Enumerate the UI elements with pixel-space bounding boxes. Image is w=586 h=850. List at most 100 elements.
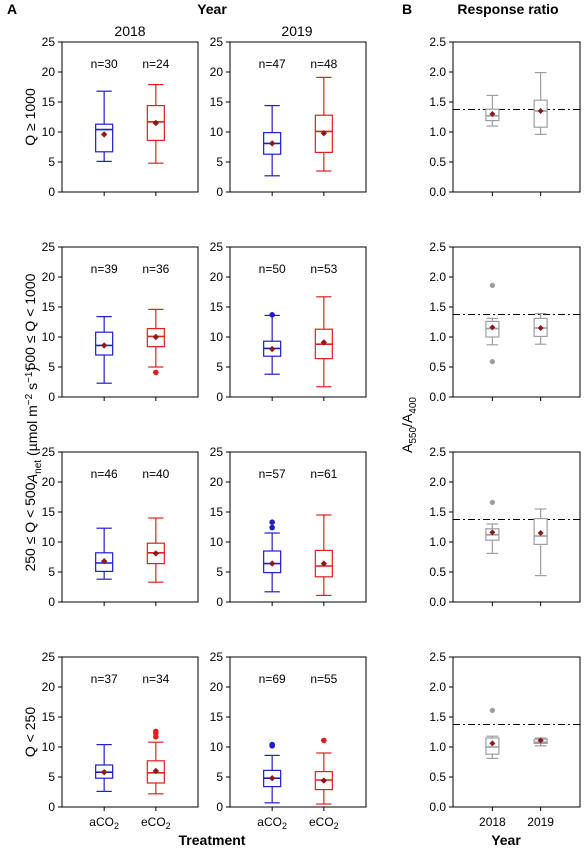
- y-tick-label: 1.5: [429, 300, 446, 314]
- y-tick-label: 0.0: [429, 800, 446, 814]
- year-header: Year: [197, 1, 227, 17]
- mean-marker: [152, 767, 160, 775]
- y-tick-label: 20: [42, 65, 56, 79]
- panel-frame: [229, 41, 367, 193]
- y-tick-label: 25: [210, 35, 224, 49]
- n-label: n=36: [142, 262, 169, 276]
- mean-marker: [268, 345, 276, 353]
- y-tick-label: 10: [210, 125, 224, 139]
- y-tick-label: 15: [210, 95, 224, 109]
- n-label: n=47: [259, 57, 286, 71]
- row-label: Q < 250: [22, 707, 38, 757]
- y-tick-label: 5: [216, 360, 223, 374]
- panel-frame: [229, 656, 367, 808]
- y-tick-label: 5: [48, 360, 55, 374]
- outlier-point: [153, 728, 159, 735]
- ratio-axis-label: A550/A400: [399, 397, 419, 453]
- outlier-point: [269, 524, 275, 531]
- mean-marker: [320, 130, 328, 137]
- y-tick-label: 1.5: [429, 505, 446, 519]
- y-tick-label: 0: [48, 595, 55, 609]
- mean-marker: [489, 111, 496, 117]
- column-2019-title: 2019: [281, 23, 312, 39]
- column-2018-title: 2018: [114, 23, 145, 39]
- y-tick-label: 2.5: [429, 445, 446, 459]
- y-tick-label: 0.5: [429, 565, 446, 579]
- mean-marker: [320, 339, 328, 346]
- y-tick-label: 20: [210, 65, 224, 79]
- panel-frame: [229, 451, 367, 603]
- mean-marker: [152, 550, 160, 557]
- y-tick-label: 10: [42, 740, 56, 754]
- chart-labels: A B Year Response ratio 2018 2019 Treatm…: [7, 1, 559, 848]
- y-tick-label: 15: [42, 95, 56, 109]
- y-tick-label: 2.5: [429, 650, 446, 664]
- mean-marker: [489, 529, 496, 536]
- y-tick-label: 2.0: [429, 475, 446, 489]
- n-label: n=46: [91, 467, 118, 481]
- y-tick-label: 0: [48, 800, 55, 814]
- y-tick-label: 5: [216, 565, 223, 579]
- y-tick-label: 1.0: [429, 330, 446, 344]
- y-tick-label: 0: [216, 595, 223, 609]
- mean-marker: [268, 560, 276, 567]
- n-label: n=37: [91, 672, 118, 686]
- y-tick-label: 5: [216, 155, 223, 169]
- y-tick-label: 1.5: [429, 95, 446, 109]
- mean-marker: [320, 777, 328, 784]
- y-tick-label: 20: [42, 270, 56, 284]
- y-tick-label: 1.0: [429, 535, 446, 549]
- y-tick-label: 5: [48, 155, 55, 169]
- y-tick-label: 2.0: [429, 270, 446, 284]
- y-tick-label: 10: [42, 125, 56, 139]
- y-tick-label: 25: [210, 650, 224, 664]
- y-tick-label: 10: [42, 330, 56, 344]
- y-tick-label: 10: [42, 535, 56, 549]
- y-tick-label: 10: [210, 535, 224, 549]
- n-label: n=34: [142, 672, 169, 686]
- y-tick-label: 20: [210, 270, 224, 284]
- outlier-point: [269, 312, 275, 318]
- mean-marker: [100, 769, 108, 776]
- y-tick-label: 20: [42, 475, 56, 489]
- y-tick-label: 0: [48, 390, 55, 404]
- y-tick-label: 0.5: [429, 155, 446, 169]
- n-label: n=69: [259, 672, 286, 686]
- y-tick-label: 25: [210, 240, 224, 254]
- x-tick-label: aCO2: [257, 815, 287, 831]
- mean-marker: [320, 560, 328, 567]
- row-label-group: Q ≥ 1000: [22, 88, 38, 146]
- y-tick-label: 0: [216, 185, 223, 199]
- n-label: n=50: [259, 262, 286, 276]
- mean-marker: [537, 108, 544, 114]
- y-tick-label: 25: [210, 445, 224, 459]
- iqr-box: [95, 123, 114, 153]
- outlier-point: [489, 282, 495, 288]
- mean-marker: [537, 530, 544, 536]
- x-tick-label: 2018: [479, 815, 506, 829]
- y-tick-label: 20: [210, 475, 224, 489]
- y-tick-label: 2.0: [429, 65, 446, 79]
- y-tick-label: 1.5: [429, 710, 446, 724]
- n-label: n=30: [91, 57, 118, 71]
- y-tick-label: 15: [210, 505, 224, 519]
- row-label: 250 ≤ Q < 500: [22, 482, 38, 571]
- mean-marker: [268, 775, 276, 782]
- mean-marker: [152, 333, 160, 341]
- outlier-point: [489, 707, 495, 714]
- mean-marker: [152, 119, 160, 127]
- y-tick-label: 10: [210, 330, 224, 344]
- y-tick-label: 25: [42, 240, 56, 254]
- y-tick-label: 0.5: [429, 770, 446, 784]
- row-label-group: Q < 250: [22, 707, 38, 757]
- x-tick-label: eCO2: [309, 815, 339, 831]
- mean-marker: [268, 140, 276, 147]
- y-tick-label: 0: [48, 185, 55, 199]
- y-tick-label: 15: [210, 710, 224, 724]
- y-tick-label: 2.0: [429, 680, 446, 694]
- outlier-point: [269, 741, 275, 748]
- outlier-point: [489, 359, 495, 365]
- x-tick-label: eCO2: [141, 815, 171, 831]
- panel-frame: [452, 656, 581, 808]
